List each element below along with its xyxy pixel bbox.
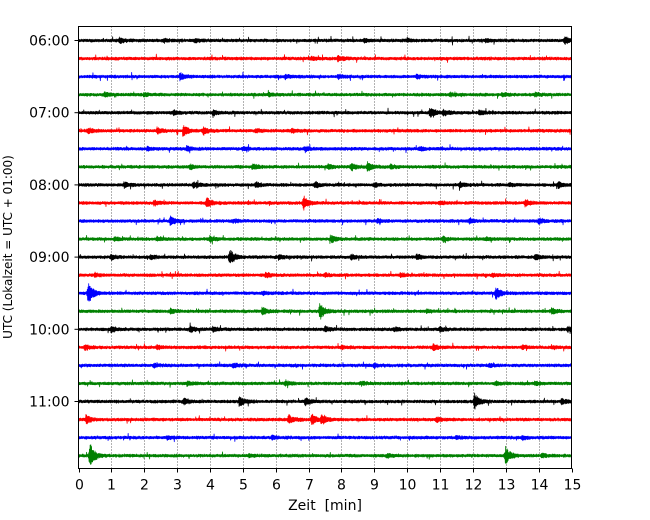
plot-area-frame (78, 26, 572, 469)
y-tick-label: 11:00 (29, 395, 69, 411)
x-tick-label: 2 (140, 478, 149, 494)
x-axis-title: Zeit [min] (288, 498, 362, 514)
trace-1145 (78, 444, 572, 465)
trace-1030 (78, 361, 572, 370)
y-tick-label: 06:00 (29, 34, 69, 50)
x-tick-label: 15 (564, 478, 582, 494)
x-tick-label: 6 (272, 478, 281, 494)
x-tick-label: 1 (107, 478, 116, 494)
y-tick-label: 08:00 (29, 178, 69, 194)
x-tick-label: 0 (75, 478, 84, 494)
x-tick-label: 10 (399, 478, 417, 494)
x-tick-label: 7 (305, 478, 314, 494)
y-axis-ticks: 06:00 07:00 08:00 09:00 10:00 11:00 (29, 34, 79, 411)
x-axis-ticks: 0 1 2 3 4 5 6 7 8 9 10 11 12 13 14 15 (75, 468, 582, 494)
trace-1000 (78, 322, 572, 335)
y-axis-title: UTC (Lokalzeit = UTC + 01:00) (1, 155, 15, 339)
x-tick-label: 11 (432, 478, 450, 494)
x-tick-label: 5 (239, 478, 248, 494)
y-tick-label: 10:00 (29, 322, 69, 338)
x-tick-label: 12 (465, 478, 483, 494)
trace-group (78, 35, 572, 465)
x-tick-label: 13 (498, 478, 516, 494)
x-tick-label: 4 (206, 478, 215, 494)
x-tick-label: 8 (337, 478, 346, 494)
x-tick-label: 14 (531, 478, 549, 494)
x-tick-label: 3 (173, 478, 182, 494)
y-tick-label: 07:00 (29, 106, 69, 122)
y-tick-label: 09:00 (29, 250, 69, 266)
x-tick-label: 9 (370, 478, 379, 494)
